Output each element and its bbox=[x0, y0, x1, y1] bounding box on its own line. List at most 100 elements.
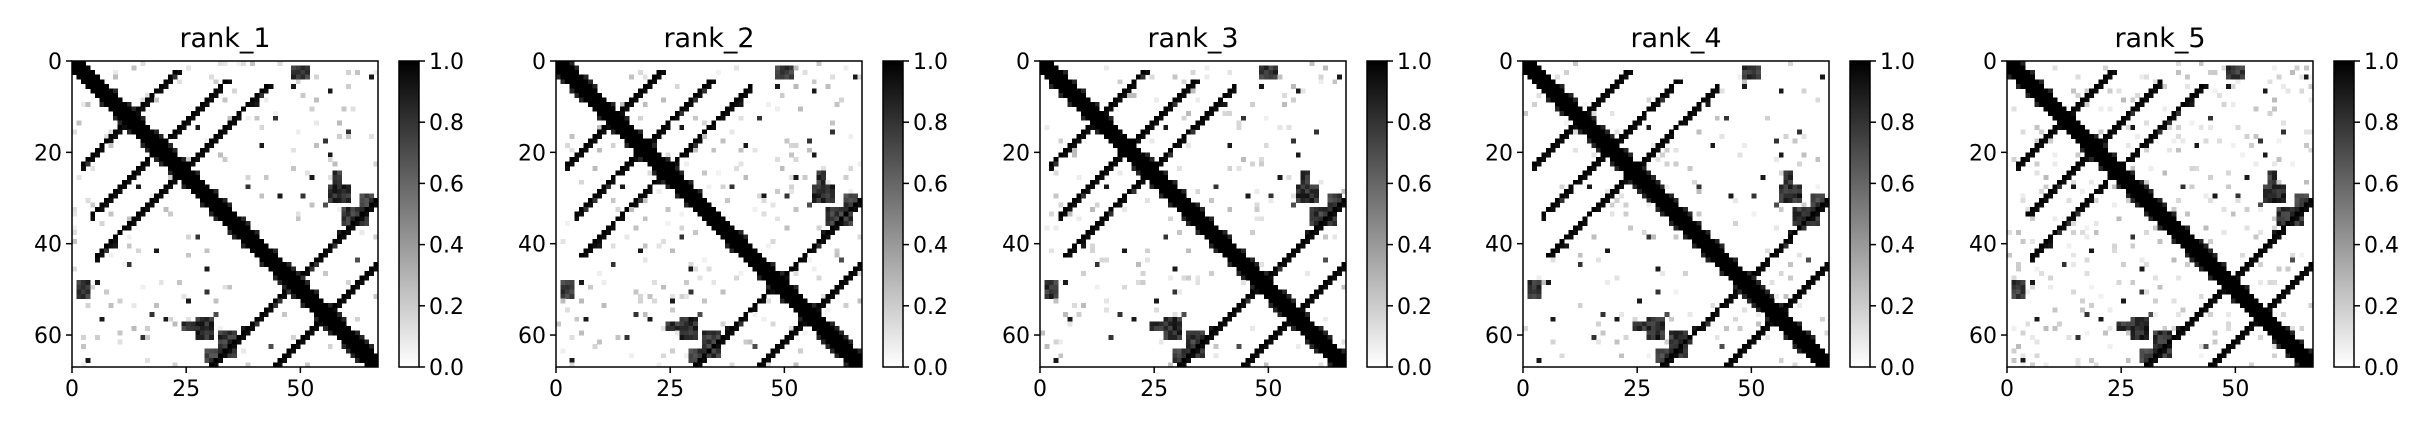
heatmap-cell bbox=[2244, 289, 2250, 295]
heatmap-cell bbox=[830, 74, 835, 80]
heatmap-cell bbox=[1181, 216, 1187, 222]
heatmap-cell bbox=[1190, 211, 1196, 217]
heatmap-cell bbox=[1240, 362, 1246, 368]
heatmap-cell bbox=[1710, 257, 1716, 263]
heatmap-cell bbox=[1536, 161, 1542, 167]
heatmap-cell bbox=[1737, 271, 1743, 277]
heatmap-cell bbox=[2038, 83, 2044, 89]
heatmap-cell bbox=[1268, 198, 1274, 203]
heatmap-cell bbox=[1655, 147, 1661, 153]
heatmap-cell bbox=[2125, 325, 2131, 331]
heatmap-cell bbox=[633, 198, 639, 203]
heatmap-cell bbox=[213, 312, 219, 318]
heatmap-cell bbox=[775, 271, 781, 277]
heatmap-cell bbox=[574, 211, 580, 217]
heatmap-cell bbox=[770, 280, 776, 286]
heatmap-cell bbox=[2249, 307, 2254, 313]
heatmap-cell bbox=[99, 102, 105, 108]
heatmap-cell bbox=[569, 280, 575, 286]
heatmap-cell bbox=[332, 161, 338, 167]
heatmap-cell bbox=[816, 316, 822, 322]
heatmap-cell bbox=[1186, 129, 1192, 135]
heatmap-cell bbox=[2217, 280, 2223, 286]
heatmap-cell bbox=[2080, 156, 2085, 162]
heatmap-cell bbox=[1341, 339, 1347, 345]
heatmap-cell bbox=[1628, 166, 1633, 171]
heatmap-cell bbox=[1227, 166, 1233, 171]
heatmap-cell bbox=[304, 289, 310, 295]
heatmap-cell bbox=[2212, 261, 2218, 267]
heatmap-cell bbox=[181, 170, 187, 176]
heatmap-cell bbox=[1673, 198, 1679, 203]
heatmap-cell bbox=[1760, 330, 1766, 336]
heatmap-cell bbox=[1103, 129, 1109, 135]
heatmap-cell bbox=[2043, 102, 2049, 108]
heatmap-cell bbox=[556, 321, 561, 327]
heatmap-cell bbox=[1158, 175, 1164, 181]
heatmap-cell bbox=[1177, 92, 1182, 98]
heatmap-cell bbox=[766, 243, 772, 249]
heatmap-cell bbox=[2029, 92, 2035, 98]
heatmap-cell bbox=[1545, 83, 1551, 89]
heatmap-cell bbox=[2016, 70, 2022, 76]
heatmap-cell bbox=[852, 357, 858, 363]
heatmap-cell bbox=[670, 293, 676, 299]
heatmap-cell bbox=[1231, 243, 1237, 249]
x-tick-label: 25 bbox=[172, 377, 200, 402]
heatmap-cell bbox=[1154, 307, 1160, 313]
heatmap-cell bbox=[679, 335, 685, 340]
heatmap-cell bbox=[647, 138, 653, 144]
heatmap-cell bbox=[1614, 79, 1620, 85]
heatmap-cell bbox=[1227, 239, 1233, 245]
heatmap-cell bbox=[2093, 134, 2099, 139]
heatmap-cell bbox=[679, 170, 685, 176]
heatmap-cell bbox=[1181, 115, 1187, 121]
heatmap-cell bbox=[163, 143, 169, 149]
heatmap-cell bbox=[1231, 88, 1237, 94]
heatmap-cell bbox=[259, 312, 265, 318]
heatmap-cell bbox=[734, 97, 740, 103]
heatmap-cell bbox=[2020, 79, 2026, 85]
heatmap-cell bbox=[1131, 166, 1137, 171]
heatmap-cell bbox=[1167, 275, 1173, 281]
heatmap-cell bbox=[1541, 156, 1547, 162]
heatmap-cell bbox=[1186, 211, 1192, 217]
heatmap-cell bbox=[775, 216, 781, 222]
heatmap-cell bbox=[2148, 362, 2154, 368]
heatmap-cell bbox=[2244, 134, 2250, 139]
heatmap-cell bbox=[702, 357, 708, 363]
heatmap-cell bbox=[1177, 166, 1182, 171]
heatmap-cell bbox=[1660, 143, 1665, 149]
heatmap-cell bbox=[1559, 111, 1565, 117]
heatmap-cell bbox=[1163, 316, 1169, 322]
heatmap-cell bbox=[2057, 106, 2063, 112]
heatmap-cell bbox=[295, 339, 301, 345]
heatmap-cell bbox=[218, 348, 224, 354]
heatmap-cell bbox=[1314, 220, 1319, 226]
heatmap-cell bbox=[254, 234, 260, 240]
heatmap-cell bbox=[2102, 161, 2108, 167]
heatmap-cell bbox=[1332, 275, 1338, 281]
heatmap-cell bbox=[2175, 229, 2181, 235]
heatmap-cell bbox=[117, 111, 123, 117]
heatmap-cell bbox=[117, 229, 123, 235]
heatmap-cell bbox=[1550, 147, 1556, 153]
heatmap-cell bbox=[2303, 65, 2309, 71]
heatmap-cell bbox=[336, 170, 342, 176]
heatmap-cell bbox=[1655, 202, 1661, 208]
heatmap-cell bbox=[1282, 321, 1287, 327]
heatmap-cell bbox=[1190, 124, 1196, 130]
heatmap-cell bbox=[578, 79, 584, 85]
heatmap-cell bbox=[2098, 156, 2104, 162]
heatmap-cell bbox=[839, 280, 845, 286]
heatmap-cell bbox=[1733, 261, 1739, 267]
heatmap-cell bbox=[2198, 239, 2204, 245]
heatmap-cell bbox=[688, 325, 694, 331]
heatmap-cell bbox=[1240, 261, 1246, 267]
heatmap-cell bbox=[1618, 161, 1624, 167]
heatmap-cell bbox=[843, 211, 849, 217]
heatmap-cell bbox=[1304, 303, 1310, 308]
heatmap-cell bbox=[190, 161, 196, 167]
heatmap-cell bbox=[94, 74, 100, 80]
heatmap-cell bbox=[1049, 70, 1055, 76]
